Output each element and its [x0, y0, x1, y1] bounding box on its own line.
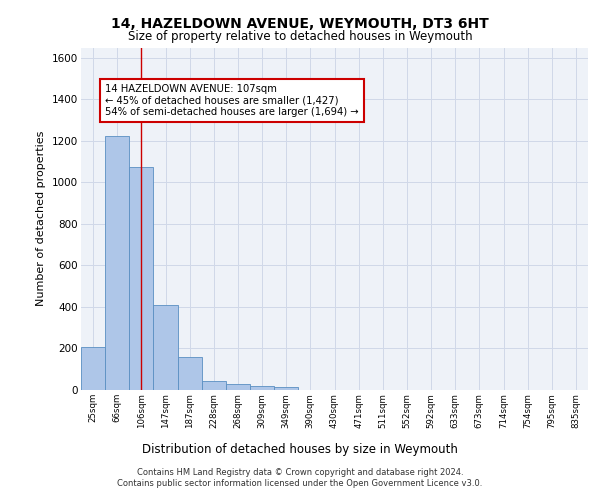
Bar	[274, 387, 298, 390]
Text: 14, HAZELDOWN AVENUE, WEYMOUTH, DT3 6HT: 14, HAZELDOWN AVENUE, WEYMOUTH, DT3 6HT	[111, 18, 489, 32]
Bar	[129, 167, 154, 390]
Bar	[105, 136, 129, 390]
Bar	[81, 348, 105, 390]
Text: Distribution of detached houses by size in Weymouth: Distribution of detached houses by size …	[142, 442, 458, 456]
Bar	[202, 380, 226, 390]
Text: Contains HM Land Registry data © Crown copyright and database right 2024.
Contai: Contains HM Land Registry data © Crown c…	[118, 468, 482, 487]
Bar	[250, 386, 274, 390]
Text: Size of property relative to detached houses in Weymouth: Size of property relative to detached ho…	[128, 30, 472, 43]
Bar	[154, 305, 178, 390]
Text: 14 HAZELDOWN AVENUE: 107sqm
← 45% of detached houses are smaller (1,427)
54% of : 14 HAZELDOWN AVENUE: 107sqm ← 45% of det…	[105, 84, 359, 117]
Y-axis label: Number of detached properties: Number of detached properties	[37, 131, 46, 306]
Bar	[178, 357, 202, 390]
Bar	[226, 384, 250, 390]
